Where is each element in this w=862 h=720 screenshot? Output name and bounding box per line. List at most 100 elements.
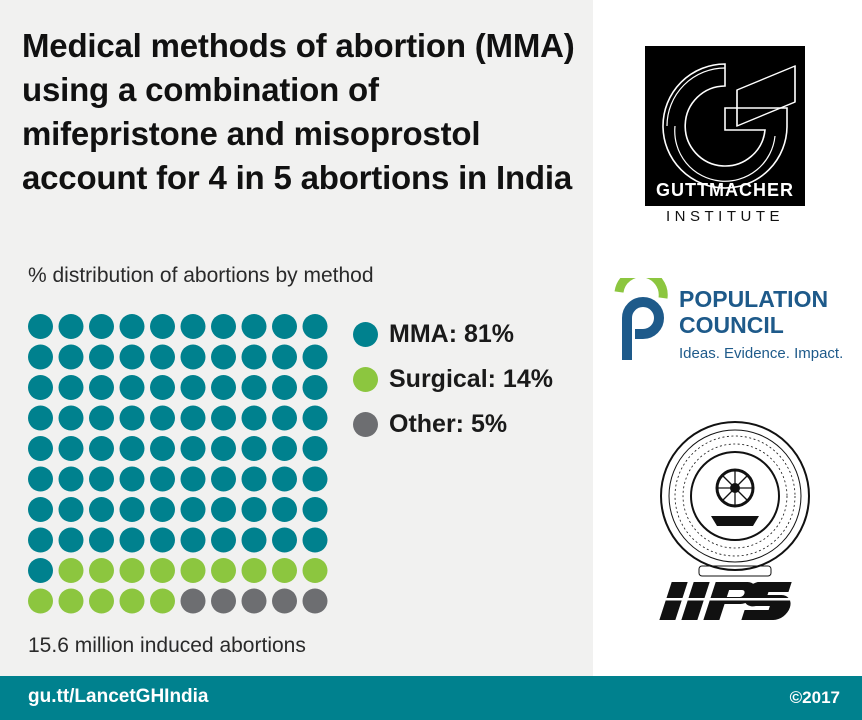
waffle-dot-mma [211,375,236,400]
waffle-dot-surgical [180,558,206,583]
waffle-dot-mma [211,436,236,461]
waffle-dot-mma [241,375,267,400]
waffle-dot-mma [150,466,175,492]
waffle-dot-mma [302,375,328,400]
waffle-dot-mma [150,375,175,400]
infographic-panel: Medical methods of abortion (MMA) using … [0,0,593,676]
waffle-dot-surgical [211,558,236,583]
waffle-dot-mma [89,466,114,492]
waffle-dot-mma [58,375,84,400]
waffle-dot-mma [272,375,297,400]
iips-wordmark-logo [655,582,815,620]
footer-bar: gu.tt/LancetGHIndia ©2017 [0,676,862,720]
waffle-dot-mma [58,436,84,461]
waffle-dot-mma [28,314,53,339]
waffle-dot-mma [119,344,145,370]
waffle-dot-mma [241,466,267,492]
chart-subtitle: % distribution of abortions by method [28,264,374,287]
waffle-dot-mma [89,344,114,370]
footer-copyright: ©2017 [789,688,840,707]
waffle-dot-mma [89,375,114,400]
waffle-dot-mma [241,497,267,522]
legend-item-other: Other: 5% [353,402,553,447]
legend-label-surgical: Surgical: 14% [389,365,553,393]
waffle-dot-mma [180,375,206,400]
chart-footnote: 15.6 million induced abortions [28,634,306,657]
waffle-dot-mma [28,497,53,522]
legend-label-mma: MMA: 81% [389,320,515,348]
waffle-dot-mma [119,405,145,431]
waffle-dot-surgical [150,588,175,614]
waffle-dot-mma [119,527,145,553]
partner-logos-panel: GUTTMACHER INSTITUTE POPULATION COUNCIL … [593,0,862,676]
legend-label-other: Other: 5% [389,410,508,438]
population-council-name-line2: COUNCIL [679,312,784,338]
waffle-dot-surgical [58,588,84,614]
waffle-dot-mma [28,405,53,431]
waffle-dot-mma [150,344,175,370]
waffle-dot-mma [119,314,145,339]
waffle-dot-mma [180,314,206,339]
waffle-dot-mma [241,314,267,339]
waffle-dot-surgical [28,588,53,614]
waffle-dot-mma [119,466,145,492]
waffle-dot-surgical [89,588,114,614]
population-council-name-line1: POPULATION [679,286,829,312]
waffle-dot-other [211,588,236,614]
chart-legend: MMA: 81% Surgical: 14% Other: 5% [353,312,553,447]
waffle-dot-mma [28,344,53,370]
waffle-dot-other [241,588,267,614]
waffle-dot-mma [211,344,236,370]
waffle-dot-mma [302,527,328,553]
waffle-dot-mma [272,527,297,553]
waffle-dot-mma [180,466,206,492]
waffle-dot-surgical [119,588,145,614]
waffle-dot-mma [150,436,175,461]
waffle-dot-surgical [89,558,114,583]
waffle-dot-mma [119,436,145,461]
waffle-dot-mma [180,527,206,553]
waffle-dot-mma [58,527,84,553]
guttmacher-subtitle: INSTITUTE [666,208,784,225]
waffle-dot-mma [241,436,267,461]
waffle-dot-surgical [150,558,175,583]
waffle-dot-mma [211,314,236,339]
waffle-dot-mma [89,527,114,553]
waffle-dot-mma [302,436,328,461]
waffle-dot-mma [119,497,145,522]
waffle-dot-mma [241,527,267,553]
waffle-dot-mma [180,344,206,370]
waffle-dot-mma [150,497,175,522]
waffle-dot-mma [150,405,175,431]
waffle-dot-mma [58,314,84,339]
waffle-chart [28,314,328,614]
waffle-dot-mma [302,466,328,492]
waffle-dot-mma [28,375,53,400]
waffle-dot-mma [272,466,297,492]
population-council-logo-icon [614,278,668,360]
guttmacher-logo-icon [645,46,805,206]
waffle-dot-mma [89,436,114,461]
infographic-title: Medical methods of abortion (MMA) using … [22,27,575,196]
footer-link[interactable]: gu.tt/LancetGHIndia [28,686,209,707]
waffle-dot-other [180,588,206,614]
waffle-dot-mma [211,405,236,431]
waffle-dot-mma [58,344,84,370]
waffle-dot-mma [302,497,328,522]
waffle-dot-mma [119,375,145,400]
waffle-dot-mma [241,405,267,431]
waffle-dot-surgical [241,558,267,583]
waffle-dot-mma [272,344,297,370]
waffle-dot-mma [28,466,53,492]
waffle-dot-mma [28,527,53,553]
waffle-dot-mma [241,344,267,370]
waffle-dot-mma [272,436,297,461]
waffle-dot-surgical [302,558,328,583]
legend-swatch-surgical [353,367,378,392]
legend-item-surgical: Surgical: 14% [353,357,553,402]
legend-item-mma: MMA: 81% [353,312,553,357]
iips-seal-icon [660,421,810,577]
waffle-dot-mma [58,405,84,431]
waffle-dot-mma [28,436,53,461]
waffle-dot-mma [272,405,297,431]
